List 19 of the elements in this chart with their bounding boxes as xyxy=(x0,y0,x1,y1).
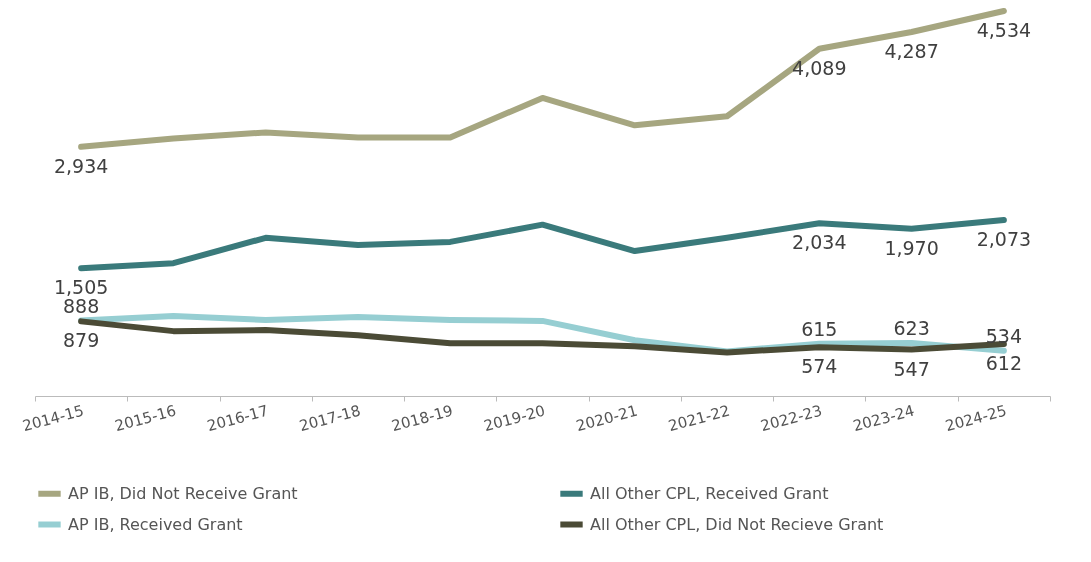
legend-label: AP IB, Did Not Receive Grant xyxy=(68,483,298,503)
data-label: 547 xyxy=(893,357,930,380)
data-label: 4,287 xyxy=(884,39,939,62)
data-label: 534 xyxy=(985,324,1022,347)
data-label: 2,934 xyxy=(53,154,109,177)
data-label: 1,970 xyxy=(884,236,939,259)
data-label: 2,073 xyxy=(976,227,1032,250)
data-label: 1,505 xyxy=(53,276,109,299)
data-label: 2,034 xyxy=(792,231,847,254)
data-label: 879 xyxy=(63,329,100,352)
data-label: 612 xyxy=(985,352,1022,375)
legend-label: AP IB, Received Grant xyxy=(68,514,243,534)
legend-label: All Other CPL, Did Not Recieve Grant xyxy=(590,514,884,534)
data-label: 615 xyxy=(801,317,838,340)
data-label: 4,089 xyxy=(792,56,847,79)
legend-label: All Other CPL, Received Grant xyxy=(590,483,829,503)
data-label: 4,534 xyxy=(976,19,1032,41)
data-label: 623 xyxy=(893,317,930,340)
data-label: 574 xyxy=(801,355,838,378)
